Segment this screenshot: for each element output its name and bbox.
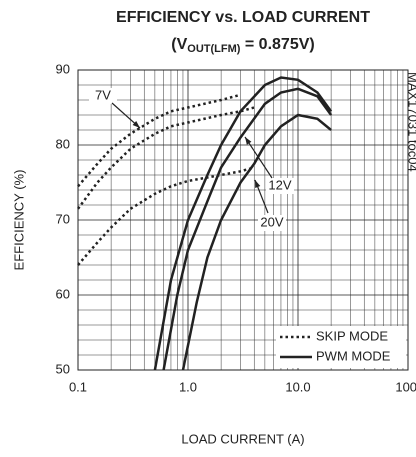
- arrow-head: [245, 137, 252, 145]
- line-series: [181, 113, 332, 371]
- annotation-bg: [258, 215, 286, 231]
- legend-box: [276, 326, 406, 368]
- arrow-head: [132, 120, 140, 128]
- x-tick-label: 100.: [395, 379, 416, 394]
- line-series: [153, 76, 333, 371]
- x-tick-label: 1.0: [179, 379, 197, 394]
- annotation-bg: [266, 178, 294, 194]
- annotation: 20V: [260, 214, 283, 229]
- y-tick-label: 80: [56, 136, 70, 151]
- y-tick-label: 60: [56, 286, 70, 301]
- arrow-head: [255, 180, 261, 188]
- annotation-bg: [89, 88, 117, 104]
- legend-label: SKIP MODE: [316, 328, 388, 343]
- annotation: 12V: [268, 177, 291, 192]
- annotation: 7V: [95, 87, 111, 102]
- chart-subtitle: (VOUT(LFM) = 0.875V): [171, 36, 314, 55]
- line-series: [76, 106, 255, 210]
- line-series: [162, 87, 333, 371]
- y-tick-label: 90: [56, 61, 70, 76]
- x-tick-label: 0.1: [69, 379, 87, 394]
- annotation-arrow: [244, 136, 273, 179]
- x-axis-label: LOAD CURRENT (A): [181, 431, 304, 446]
- y-tick-label: 70: [56, 211, 70, 226]
- plot-frame: [77, 69, 409, 371]
- subtitle-part: = 0.875V): [240, 36, 314, 53]
- y-tick-label: 50: [56, 361, 70, 376]
- subtitle-subscript: OUT(LFM): [187, 43, 240, 55]
- legend-label: PWM MODE: [316, 348, 391, 363]
- line-series: [77, 166, 255, 266]
- figure-id: MAX17031 toc04: [406, 72, 416, 172]
- x-tick-label: 10.0: [285, 379, 310, 394]
- line-series: [77, 93, 241, 188]
- y-axis-label: EFFICIENCY (%): [11, 170, 26, 271]
- subtitle-part: (V: [171, 36, 187, 53]
- chart-title: EFFICIENCY vs. LOAD CURRENT: [116, 9, 370, 26]
